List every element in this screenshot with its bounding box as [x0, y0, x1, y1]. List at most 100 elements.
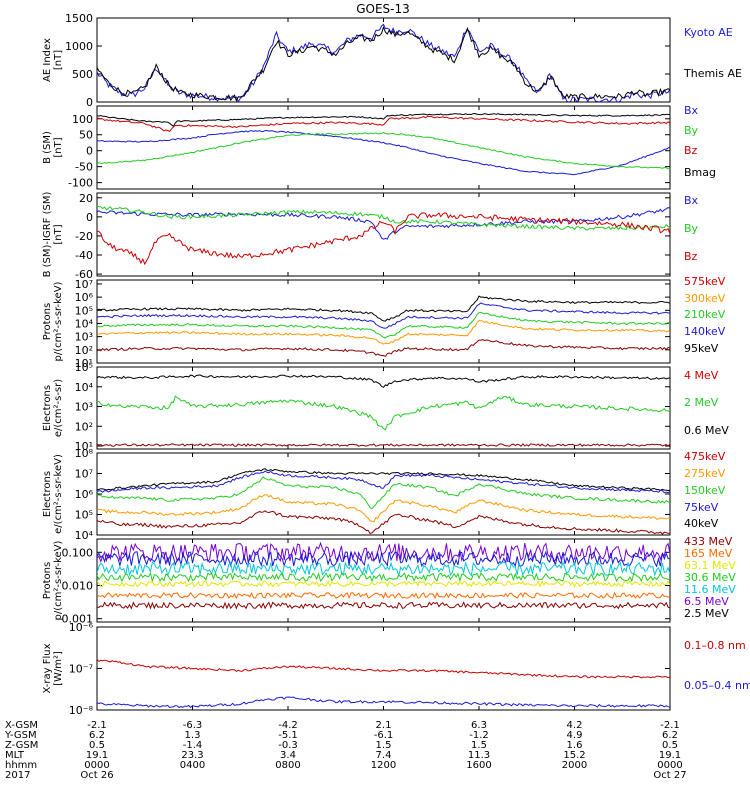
x-axis-value: 23.3: [181, 750, 203, 761]
panel-xray: 10⁻⁸ 10⁻⁷ 10⁻⁶ X-ray Flux [W/m²] 0.1–0.8 nm 0.…: [42, 621, 750, 717]
panel-ae: 0 500 1000 1500 AE Index [nT] Kyoto AE Themis A…: [42, 12, 742, 109]
y-tick-label: 1000: [65, 40, 93, 53]
x-axis-value: 6.2: [89, 730, 105, 741]
y-axis-label: [nT]: [53, 50, 64, 70]
legend-entry: 0.6 MeV: [684, 424, 729, 437]
x-axis-value: -2.1: [87, 720, 107, 731]
x-axis-value: -6.3: [183, 720, 203, 731]
y-tick-label: 10²: [75, 420, 93, 433]
legend-entry: 575keV: [684, 275, 726, 288]
y-tick-label: 100: [72, 113, 93, 126]
x-axis-row-label: Z-GSM: [5, 740, 38, 751]
legend-entry: Bmag: [684, 166, 716, 179]
y-tick-label: -40: [75, 249, 93, 262]
chart-title: GOES-13: [356, 2, 410, 16]
y-tick-label: 10⁻⁶: [69, 621, 94, 634]
y-axis-label: p/(cm²-s-sr-keV): [53, 281, 64, 361]
y-tick-label: 20: [79, 192, 93, 205]
y-tick-label: 10³: [75, 331, 93, 344]
legend-entry: 0.1–0.8 nm: [684, 639, 746, 652]
x-axis-value: 19.1: [86, 750, 108, 761]
series-6-5-mev: [97, 541, 670, 564]
y-axis-label: Protons: [42, 562, 53, 599]
x-axis-value: 6.3: [471, 720, 487, 731]
legend-entry: Bz: [684, 250, 698, 263]
legend-entry: Bx: [684, 104, 699, 117]
y-tick-label: 10⁴: [75, 529, 94, 542]
y-tick-label: 1500: [65, 12, 93, 25]
legend-entry: 2.5 MeV: [684, 607, 729, 620]
y-tick-label: 10⁵: [75, 361, 93, 374]
series-75kev: [97, 470, 670, 494]
panel-frame: [96, 17, 671, 103]
y-axis-label: [W/m²]: [53, 651, 64, 686]
legend-entry: Bx: [684, 194, 699, 207]
x-axis-value: 1200: [371, 760, 396, 771]
x-axis-value: 6.2: [662, 730, 678, 741]
legend-entry: By: [684, 124, 699, 137]
x-axis-row-label: X-GSM: [5, 720, 38, 731]
y-axis-label: [nT]: [53, 137, 64, 157]
x-axis-value: 2.1: [376, 720, 392, 731]
x-axis-value: 0400: [180, 760, 205, 771]
panel-frame: [96, 105, 671, 190]
x-axis-value: 15.2: [563, 750, 585, 761]
legend-entry: 300keV: [684, 292, 726, 305]
series-2-mev: [97, 395, 670, 431]
y-tick-label: 0.010: [62, 579, 94, 592]
panel-frame: [96, 192, 671, 277]
series-575kev: [97, 339, 670, 358]
x-axis-value: 3.4: [280, 750, 296, 761]
y-tick-label: 10⁵: [75, 304, 93, 317]
x-axis-value: 1.6: [567, 740, 583, 751]
panel-frame: [96, 626, 671, 711]
y-tick-label: 10⁷: [75, 278, 93, 291]
y-tick-label: 10⁻⁸: [69, 704, 94, 717]
series-165-mev: [97, 591, 670, 600]
x-axis-value: -1.4: [183, 740, 203, 751]
y-axis-label: [nT]: [53, 224, 64, 244]
legend-entry: 210keV: [684, 308, 726, 321]
legend-entry: 40keV: [684, 517, 719, 530]
panel-frame: [96, 452, 671, 536]
x-axis-row-label: 2017: [5, 770, 30, 781]
y-tick-label: 10⁴: [75, 317, 94, 330]
y-tick-label: 10⁶: [75, 488, 94, 501]
panel-electrons1: 10¹ 10² 10³ 10⁴ 10⁵ Electrons e/(cm²-s-sr) 4 Me…: [42, 361, 729, 453]
legend-entry: 0.05–0.4 nm: [684, 679, 750, 692]
x-axis-value: Oct 26: [80, 770, 113, 781]
x-axis-value: 4.2: [567, 720, 583, 731]
series-0-1-0-8-nm: [97, 658, 670, 679]
series-4-mev: [97, 443, 670, 447]
series-30-6-mev: [97, 571, 670, 584]
y-tick-label: -100: [68, 177, 93, 190]
y-tick-label: -50: [75, 161, 93, 174]
y-tick-label: 10⁶: [75, 291, 94, 304]
series-63-1-mev: [97, 579, 670, 588]
x-axis-value: 4.9: [567, 730, 583, 741]
legend-entry: 165 MeV: [684, 547, 733, 560]
series-210kev: [97, 311, 670, 339]
y-tick-label: 10⁵: [75, 509, 93, 522]
x-axis-value: 1.5: [471, 740, 487, 751]
series-140kev: [97, 302, 670, 329]
x-axis-value: -1.2: [469, 730, 489, 741]
y-tick-label: 50: [79, 129, 93, 142]
y-tick-label: 0: [86, 96, 93, 109]
legend-entry: 95keV: [684, 342, 719, 355]
series-0-05-0-4-nm: [97, 696, 670, 709]
series-2-5-mev: [97, 601, 670, 610]
legend-entry: By: [684, 222, 699, 235]
y-tick-label: -20: [75, 230, 93, 243]
legend-entry: 63.1 MeV: [684, 559, 736, 572]
y-axis-label: Protons: [42, 303, 53, 340]
x-axis-value: 1.5: [376, 740, 392, 751]
legend-entry: 11.6 MeV: [684, 583, 736, 596]
x-axis-row-label: MLT: [5, 750, 25, 761]
legend-entry: 2 MeV: [684, 396, 719, 409]
panel-frame: [96, 366, 671, 450]
series-bmag: [97, 112, 670, 127]
y-tick-label: 10²: [75, 344, 93, 357]
legend-entry: 275keV: [684, 467, 726, 480]
